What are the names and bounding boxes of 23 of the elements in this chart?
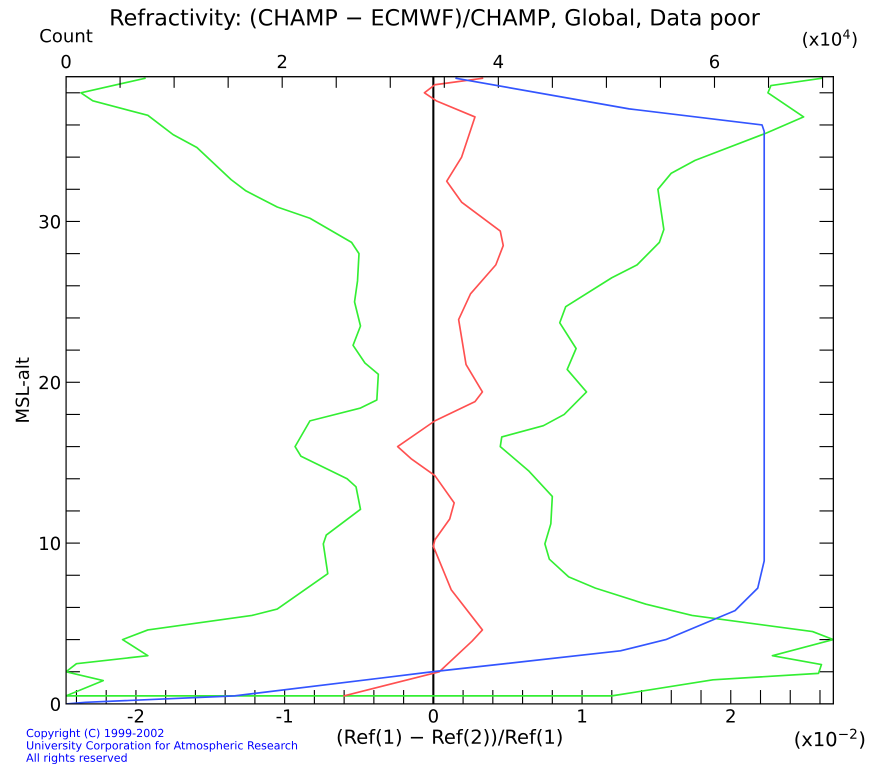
x2-tick-label: 0	[61, 54, 71, 68]
x-tick-label: -1	[276, 709, 292, 723]
text: Copyright (C) 1999-2002	[26, 728, 164, 740]
text: (x10$^{−2}$)	[795, 728, 864, 749]
y-axis-title: MSL-alt	[15, 358, 30, 422]
x2-tick-label: 2	[278, 54, 286, 68]
y-tick-label: 30	[40, 214, 60, 229]
x-axis-title: (Ref(1) − Ref(2))/Ref(1)	[338, 729, 562, 746]
x2-axis-title: Count	[40, 28, 92, 42]
text: All rights reserved	[26, 753, 127, 764]
y-tick-label: 20	[40, 376, 60, 390]
x2-tick-label: 4	[493, 54, 504, 68]
x-tick-label: -2	[128, 709, 144, 723]
line-series	[343, 77, 504, 697]
x-tick-label: 2	[726, 709, 735, 723]
y-tick-label: 0	[50, 697, 60, 712]
text: (x10$^{4}$)	[803, 29, 857, 48]
chart-title: Refractivity: (CHAMP − ECMWF)/CHAMP, Global, Data poor	[111, 8, 760, 30]
x-tick-label: 1	[578, 709, 586, 723]
text: University Corporation for Atmospheric Research	[27, 740, 298, 752]
y-tick-label: 10	[40, 536, 60, 550]
x-tick-label: 0	[428, 709, 438, 723]
x2-tick-label: 6	[710, 54, 720, 68]
